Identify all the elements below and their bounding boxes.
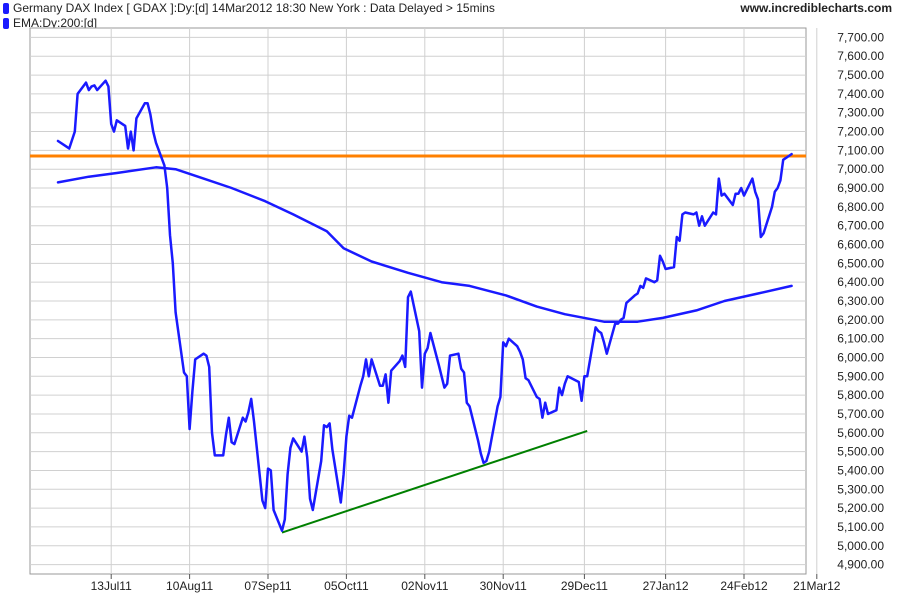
site-label: www.incrediblecharts.com — [740, 1, 892, 15]
y-tick-label: 5,500.00 — [837, 445, 884, 459]
grid-lines — [30, 28, 818, 574]
y-tick-label: 6,300.00 — [837, 294, 884, 308]
y-tick-label: 7,400.00 — [837, 87, 884, 101]
ema-swatch-icon — [3, 17, 9, 29]
x-tick-label: 02Nov11 — [401, 579, 448, 593]
trend-line — [281, 429, 588, 534]
series-legend-entry: Germany DAX Index [ GDAX ]:Dy:[d] 14Mar2… — [3, 1, 495, 15]
ema-series-line — [56, 166, 793, 323]
x-tick-label: 05Oct11 — [324, 579, 369, 593]
y-tick-label: 6,000.00 — [837, 350, 884, 364]
y-tick-label: 6,500.00 — [837, 256, 884, 270]
y-tick-label: 6,700.00 — [837, 219, 884, 233]
x-tick-label: 10Aug11 — [166, 579, 213, 593]
price-series-line — [56, 79, 793, 532]
y-tick-label: 5,100.00 — [837, 520, 884, 534]
x-tick-label: 27Jan12 — [643, 579, 689, 593]
x-tick-label: 21Mar12 — [793, 579, 841, 593]
y-tick-label: 5,800.00 — [837, 388, 884, 402]
y-tick-label: 6,900.00 — [837, 181, 884, 195]
y-axis: 4,900.00 5,000.00 5,100.00 5,200.00 5,300.00… — [837, 30, 884, 571]
x-tick-label: 07Sep11 — [244, 579, 291, 593]
ema-label: EMA:Dy:200:[d] — [13, 16, 98, 30]
y-tick-label: 5,600.00 — [837, 426, 884, 440]
ema-legend-entry: EMA:Dy:200:[d] — [3, 16, 97, 30]
y-tick-label: 6,200.00 — [837, 313, 884, 327]
y-tick-label: 7,300.00 — [837, 106, 884, 120]
y-tick-label: 6,400.00 — [837, 275, 884, 289]
x-tick-label: 13Jul11 — [91, 579, 132, 593]
y-tick-label: 7,000.00 — [837, 162, 884, 176]
y-tick-label: 5,300.00 — [837, 482, 884, 496]
y-tick-label: 5,700.00 — [837, 407, 884, 421]
x-axis: 13Jul11 10Aug11 07Sep11 05Oct11 02Nov11 30Nov… — [91, 574, 841, 593]
y-tick-label: 5,400.00 — [837, 463, 884, 477]
y-tick-label: 5,000.00 — [837, 539, 884, 553]
y-tick-label: 6,100.00 — [837, 332, 884, 346]
y-tick-label: 4,900.00 — [837, 558, 884, 572]
series-label: Germany DAX Index [ GDAX ]:Dy:[d] 14Mar2… — [13, 1, 495, 15]
y-tick-label: 6,600.00 — [837, 238, 884, 252]
y-tick-label: 7,200.00 — [837, 125, 884, 139]
y-tick-label: 5,200.00 — [837, 501, 884, 515]
y-tick-label: 7,500.00 — [837, 68, 884, 82]
x-tick-label: 30Nov11 — [480, 579, 527, 593]
series-swatch-icon — [3, 2, 9, 14]
y-tick-label: 7,100.00 — [837, 143, 884, 157]
x-tick-label: 29Dec11 — [561, 579, 608, 593]
y-tick-label: 7,600.00 — [837, 49, 884, 63]
y-tick-label: 7,700.00 — [837, 30, 884, 44]
y-tick-label: 5,900.00 — [837, 369, 884, 383]
y-tick-label: 6,800.00 — [837, 200, 884, 214]
series-lines — [30, 79, 806, 534]
x-tick-label: 24Feb12 — [720, 579, 768, 593]
